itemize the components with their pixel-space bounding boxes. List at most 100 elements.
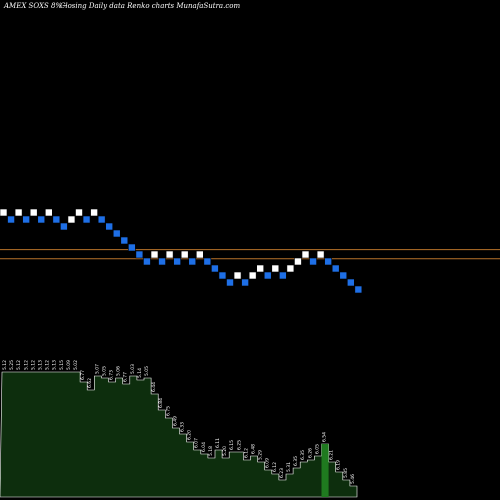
renko-brick-down (82, 215, 91, 224)
renko-brick-down (331, 264, 340, 273)
volume-label: 5.07 (94, 364, 100, 374)
renko-brick-down (354, 285, 363, 294)
renko-brick-up (0, 208, 8, 217)
volume-label: 6.77 (80, 370, 86, 380)
volume-label: 5.12 (30, 360, 36, 370)
volume-label: 5.12 (45, 360, 51, 370)
volume-label: 6.11 (215, 438, 221, 448)
renko-brick-down (339, 271, 348, 280)
volume-label: 6.05 (314, 444, 320, 454)
renko-brick-up (294, 257, 302, 266)
volume-label: 5.15 (59, 360, 65, 370)
renko-brick-up (150, 250, 159, 259)
volume-label: 6.21 (329, 450, 335, 460)
volume-label: 5.13 (38, 360, 44, 370)
volume-label: 5.31 (286, 462, 292, 472)
volume-label: 6.12 (243, 448, 249, 458)
volume-label: 6.54 (322, 432, 328, 442)
renko-brick-down (324, 257, 332, 266)
renko-brick-down (203, 257, 212, 266)
renko-brick-down (241, 278, 249, 287)
volume-label: 6.35 (300, 450, 306, 460)
volume-label: 6.33 (180, 422, 186, 432)
renko-brick-up (248, 271, 257, 280)
renko-brick-down (112, 229, 121, 238)
renko-brick-up (75, 208, 83, 217)
renko-brick-up (256, 264, 265, 273)
volume-label: 6.49 (172, 416, 178, 426)
volume-label: 6.35 (293, 456, 299, 466)
renko-brick-down (279, 271, 287, 280)
volume-label: 5.85 (343, 468, 349, 478)
volume-label: 6.48 (251, 444, 257, 454)
volume-label: 5.03 (130, 364, 136, 374)
volume-label: 6.73 (109, 370, 115, 380)
renko-brick-up (67, 215, 76, 224)
volume-label: 5.09 (66, 360, 72, 370)
renko-brick-up (271, 264, 280, 273)
volume-label: 6.26 (307, 448, 313, 458)
renko-bricks (0, 208, 363, 294)
volume-label: 5.05 (144, 366, 150, 376)
renko-brick-down (309, 257, 317, 266)
volume-label: 6.77 (123, 372, 129, 382)
renko-brick-down (346, 278, 355, 287)
volume-label: 5.20 (222, 446, 228, 456)
renko-brick-down (120, 236, 129, 245)
renko-brick-down (60, 222, 68, 231)
volume-label: 5.18 (208, 446, 214, 456)
renko-brick-down (143, 257, 151, 266)
renko-brick-down (226, 278, 234, 287)
renko-brick-down (158, 257, 166, 266)
renko-brick-down (173, 257, 181, 266)
renko-brick-up (14, 208, 23, 217)
renko-brick-up (196, 250, 204, 259)
volume-label: 5.14 (137, 368, 143, 378)
renko-brick-down (211, 264, 219, 273)
renko-brick-down (105, 222, 113, 231)
renko-brick-up (316, 250, 325, 259)
volume-label: 6.25 (236, 440, 242, 450)
renko-brick-up (301, 250, 310, 259)
renko-brick-up (233, 271, 242, 280)
volume-label: 5.29 (258, 450, 264, 460)
volume-label: 6.75 (165, 406, 171, 416)
volume-label: 6.20 (187, 430, 193, 440)
volume-label: 6.09 (265, 458, 271, 468)
renko-brick-up (286, 264, 295, 273)
renko-brick-down (188, 257, 197, 266)
volume-label: 5.05 (101, 366, 107, 376)
reference-lines (0, 249, 500, 260)
renko-brick-down (22, 215, 30, 224)
volume-label: 6.23 (279, 468, 285, 478)
renko-brick-down (135, 250, 144, 259)
renko-brick-down (97, 215, 106, 224)
volume-panel: 5.12 5.25 5.12 5.12 5.12 5.13 5.12 5.13 5.15 5.09… (0, 360, 358, 498)
volume-label: 6.84 (158, 398, 164, 408)
renko-brick-down (37, 215, 46, 224)
volume-highlight-bar (321, 444, 329, 497)
chart-caption: Closing Daily data Renko charts MunafaSu… (60, 2, 240, 10)
volume-label: 6.07 (194, 438, 200, 448)
renko-brick-up (44, 208, 53, 217)
volume-area (0, 371, 358, 498)
volume-label: 5.12 (23, 360, 29, 370)
volume-label: 5.12 (16, 360, 22, 370)
renko-brick-up (180, 250, 189, 259)
volume-label: 6.19 (336, 460, 342, 470)
renko-brick-up (90, 208, 98, 217)
renko-brick-down (52, 215, 61, 224)
renko-brick-down (263, 271, 272, 280)
volume-label: 6.12 (272, 462, 278, 472)
volume-label: 5.02 (73, 360, 79, 370)
chart-title: AMEX SOXS 8%~ (3, 2, 68, 10)
volume-label: 6.62 (87, 378, 93, 388)
volume-label: 6.04 (201, 442, 207, 452)
renko-brick-down (128, 243, 136, 252)
volume-label: 5.46 (350, 474, 356, 484)
renko-brick-down (218, 271, 227, 280)
volume-label: 6.15 (229, 440, 235, 450)
volume-label: 6.44 (151, 382, 157, 392)
